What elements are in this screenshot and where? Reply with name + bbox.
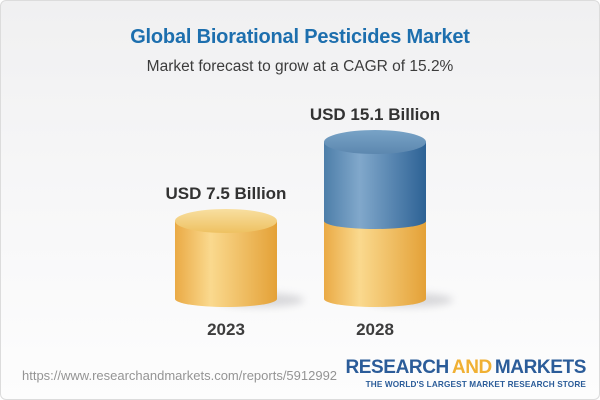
- bar-top-cap: [175, 209, 277, 233]
- company-logo: RESEARCH AND MARKETS THE WORLD'S LARGEST M…: [345, 358, 586, 389]
- bar-2023: USD 7.5 Billion 2023: [166, 184, 304, 339]
- logo-word-research: RESEARCH: [345, 357, 449, 378]
- value-label-2028: USD 15.1 Billion: [310, 105, 440, 124]
- bar-segment-gold: [324, 221, 426, 307]
- logo-wordmark: RESEARCH AND MARKETS: [345, 358, 586, 377]
- bar-segment-gold: [175, 221, 277, 307]
- report-url: https://www.researchandmarkets.com/repor…: [22, 368, 338, 383]
- logo-word-markets: MARKETS: [494, 357, 587, 378]
- logo-word-and: AND: [451, 357, 492, 378]
- bar-top-cap: [324, 130, 426, 154]
- value-label-2023: USD 7.5 Billion: [166, 184, 287, 203]
- year-label-2023: 2023: [207, 320, 245, 339]
- chart-title: Global Biorational Pesticides Market: [130, 26, 470, 48]
- year-label-2028: 2028: [356, 320, 394, 339]
- logo-tagline: THE WORLD'S LARGEST MARKET RESEARCH STOR…: [365, 380, 586, 389]
- bar-segment-blue: [324, 141, 426, 229]
- chart-subtitle: Market forecast to grow at a CAGR of 15.…: [146, 58, 454, 75]
- bar-2028: USD 15.1 Billion 2028: [310, 105, 453, 339]
- chart-header: Global Biorational Pesticides Market Mar…: [1, 1, 599, 76]
